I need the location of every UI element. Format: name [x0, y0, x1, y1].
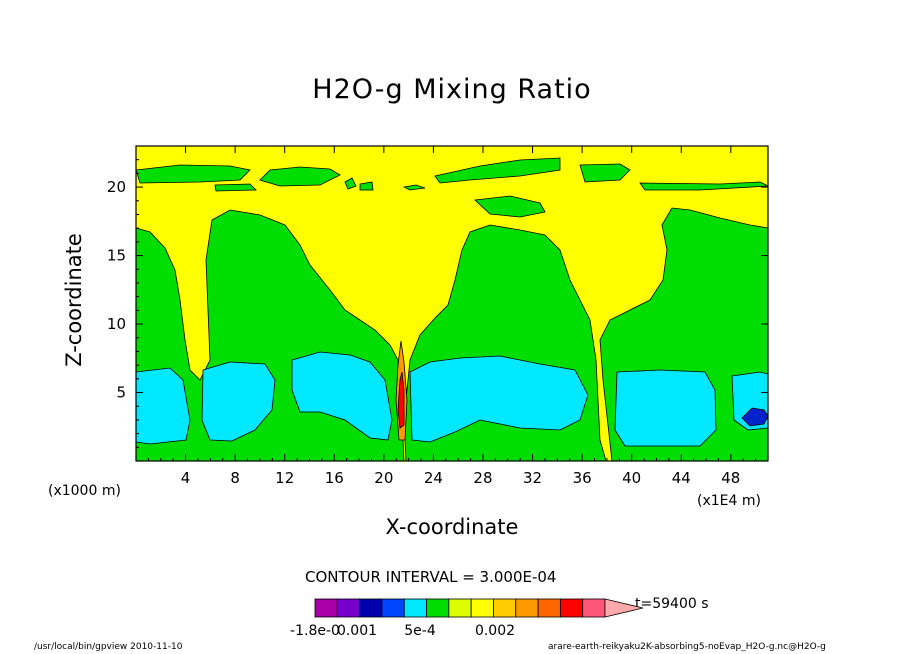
x-tick-label: 44	[672, 469, 691, 487]
x-tick-label: 4	[181, 469, 191, 487]
cyan-cell-4	[409, 355, 589, 443]
colorbar-swatch	[359, 598, 383, 618]
y-tick-label: 5	[116, 384, 126, 402]
x-tick-label: 32	[523, 469, 542, 487]
x-tick-label: 48	[721, 469, 740, 487]
green-band-top-1	[136, 164, 251, 184]
y-tick-label: 10	[107, 315, 126, 333]
colorbar-swatch	[493, 598, 517, 618]
x-tick-label: 20	[374, 469, 393, 487]
x-axis-label: X-coordinate	[385, 515, 519, 539]
colorbar-swatch	[448, 598, 472, 618]
time-label: t=59400 s	[635, 596, 709, 612]
x-axis-unit-secondary: (x1E4 m)	[697, 493, 761, 509]
green-band-top-4	[579, 163, 631, 183]
colorbar-label: 5e-4	[404, 623, 436, 639]
colorbar-swatch	[314, 598, 338, 618]
colorbar-label: 0.002	[475, 623, 515, 639]
colorbar-swatch	[559, 598, 584, 618]
x-ticks: 4 8 12 16 20 24 28 32 36 40 44 48	[147, 146, 769, 487]
colorbar-label: -1.8e-0	[290, 623, 340, 639]
x-tick-label: 16	[325, 469, 344, 487]
blue-spot	[741, 407, 768, 427]
x-axis-unit: (x1000 m)	[48, 483, 121, 499]
colorbar-swatch	[403, 598, 427, 618]
x-tick-label: 28	[473, 469, 492, 487]
colorbar: -1.8e-00.001 5e-4 0.002	[290, 598, 644, 639]
x-tick-label: 12	[275, 469, 294, 487]
y-tick-label: 20	[107, 178, 126, 196]
plot-frame	[135, 145, 769, 462]
green-dots	[344, 177, 426, 191]
updraft-red	[397, 371, 405, 429]
x-tick-label: 8	[230, 469, 240, 487]
colorbar-arrow	[604, 598, 644, 618]
colorbar-swatch	[381, 598, 405, 618]
contour-interval-label: CONTOUR INTERVAL = 3.000E-04	[305, 568, 557, 586]
cyan-regions	[136, 351, 768, 447]
colorbar-swatch	[426, 598, 450, 618]
colorbar-swatch	[336, 598, 361, 618]
colorbar-label: 0.001	[337, 623, 377, 639]
green-band-low	[214, 181, 768, 218]
colorbar-swatch	[582, 598, 606, 618]
y-ticks: 5 10 15 20	[107, 159, 768, 448]
cyan-cell-5	[614, 369, 717, 447]
footer-right-text: arare-earth-reikyaku2K-absorbing5-noEvap…	[548, 642, 826, 652]
colorbar-swatch	[515, 598, 539, 618]
chart-title: H2O-g Mixing Ratio	[312, 74, 592, 105]
colorbar-swatch	[470, 598, 494, 618]
cyan-cell-1	[136, 367, 191, 445]
x-tick-label: 24	[424, 469, 443, 487]
x-tick-label: 40	[622, 469, 641, 487]
cyan-cell-2	[201, 361, 276, 442]
colorbar-swatch	[537, 598, 561, 618]
green-band-top-2	[259, 166, 341, 187]
footer-left-text: /usr/local/bin/gpview 2010-11-10	[34, 642, 183, 652]
x-tick-label: 36	[573, 469, 592, 487]
cyan-cell-3	[291, 351, 393, 441]
green-band-top-3	[434, 157, 561, 184]
y-tick-label: 15	[107, 247, 126, 265]
